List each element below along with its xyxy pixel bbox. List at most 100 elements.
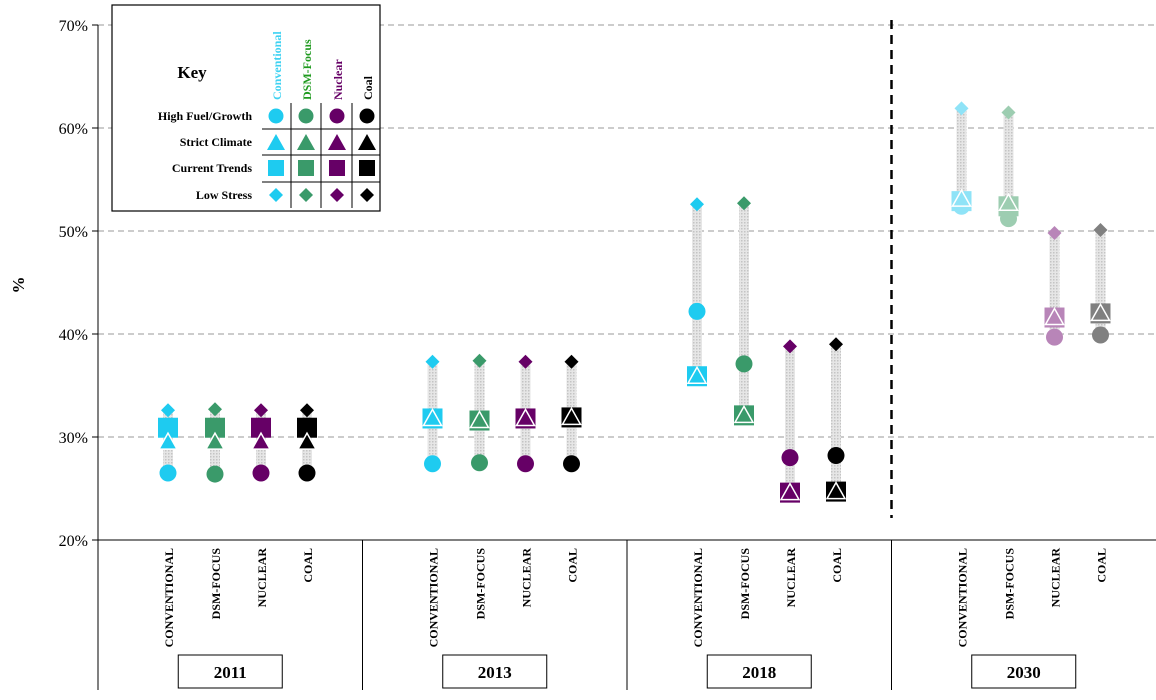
x-category-label: NUCLEAR	[784, 548, 798, 608]
diamond-marker	[161, 403, 175, 418]
circle-marker	[563, 455, 580, 473]
legend-marker	[328, 134, 346, 150]
legend-marker	[359, 160, 375, 176]
diamond-marker	[829, 337, 843, 352]
circle-marker	[159, 464, 177, 482]
y-tick-label: 50%	[59, 224, 88, 241]
y-tick-label: 30%	[59, 430, 88, 447]
circle-marker	[424, 455, 441, 473]
x-category-label: CONVENTIONAL	[162, 548, 176, 647]
triangle-marker	[250, 431, 272, 450]
x-category-label: DSM-FOCUS	[474, 548, 488, 620]
triangle-marker	[686, 365, 708, 384]
legend-column-header: Coal	[361, 75, 375, 100]
y-tick-label: 40%	[59, 327, 88, 344]
year-label: 2030	[1007, 663, 1041, 682]
triangle-marker	[1090, 302, 1111, 322]
square-marker	[205, 417, 225, 438]
triangle-marker	[951, 188, 972, 207]
legend-column-header: Nuclear	[331, 59, 345, 100]
x-category-label: DSM-FOCUS	[1003, 548, 1017, 620]
x-category-label: DSM-FOCUS	[209, 548, 223, 620]
legend-marker	[268, 108, 284, 124]
circle-marker	[688, 302, 706, 320]
legend: Key Conventional DSM-Focus Nuclear Coal High …	[111, 4, 381, 212]
triangle-marker	[515, 407, 536, 427]
triangle-marker	[998, 192, 1019, 211]
diamond-marker	[254, 403, 268, 418]
year-box	[442, 654, 548, 689]
diamond-marker	[783, 339, 797, 354]
triangle-marker	[1044, 306, 1065, 326]
range-bar	[831, 344, 841, 492]
circle-marker	[735, 355, 753, 373]
triangle-marker	[733, 404, 755, 424]
triangle-marker	[779, 482, 801, 501]
legend-marker	[299, 188, 313, 202]
triangle-marker	[422, 407, 443, 427]
legend-column-header: DSM-Focus	[300, 39, 314, 100]
legend-marker	[298, 108, 314, 124]
x-category-label: CONVENTIONAL	[956, 548, 970, 647]
circle-marker	[206, 465, 224, 483]
range-bar	[1049, 233, 1060, 338]
legend-marker	[330, 188, 344, 202]
legend-marker	[267, 134, 285, 150]
legend-marker	[329, 160, 345, 176]
square-marker	[158, 417, 178, 438]
triangle-marker	[561, 406, 582, 426]
circle-marker	[1092, 326, 1109, 344]
circle-marker	[471, 454, 488, 472]
legend-box	[111, 4, 381, 212]
diamond-marker	[1001, 105, 1016, 120]
legend-marker	[297, 134, 315, 150]
y-axis-label: %	[9, 277, 28, 294]
diamond-marker	[690, 197, 704, 212]
diamond-marker	[564, 354, 579, 369]
x-category-labels: CONVENTIONAL DSM-FOCUS NUCLEAR COAL CONVENTI…	[162, 548, 1109, 648]
data-markers	[157, 101, 1111, 503]
legend-row-label: Strict Climate	[180, 135, 253, 149]
x-category-label: COAL	[1095, 548, 1109, 583]
year-label: 2011	[214, 663, 247, 682]
diamond-marker	[300, 403, 314, 418]
range-bar	[739, 203, 749, 416]
x-category-label: NUCLEAR	[255, 548, 269, 608]
y-tick-label: 60%	[59, 121, 88, 138]
diamond-marker	[954, 101, 969, 116]
range-bar	[1003, 112, 1014, 219]
year-box	[177, 654, 283, 689]
triangle-marker	[204, 431, 226, 450]
y-tick-label: 20%	[59, 533, 88, 550]
circle-marker	[781, 449, 799, 467]
x-category-label: DSM-FOCUS	[738, 548, 752, 620]
legend-marker	[329, 108, 345, 124]
legend-row-label: High Fuel/Growth	[158, 109, 252, 123]
circle-marker	[827, 447, 845, 465]
triangle-marker	[469, 409, 490, 429]
year-box	[706, 654, 812, 689]
diamond-marker	[472, 353, 487, 368]
y-tick-label: 70%	[59, 18, 88, 35]
circle-marker	[298, 464, 316, 482]
year-box	[971, 654, 1077, 689]
axes	[92, 24, 1156, 690]
circle-marker	[517, 455, 534, 473]
legend-marker	[298, 160, 314, 176]
range-bar	[956, 108, 967, 207]
legend-row-label: Current Trends	[172, 161, 252, 175]
diamond-marker	[1093, 222, 1108, 237]
range-bar	[785, 346, 795, 493]
legend-column-header: Conventional	[270, 31, 284, 100]
year-labels: 2011 2013 2018 2030	[177, 654, 1077, 689]
diamond-marker	[518, 354, 533, 369]
legend-marker	[360, 188, 374, 202]
triangle-marker	[296, 431, 318, 450]
legend-row-label: Low Stress	[196, 188, 252, 202]
circle-marker	[1046, 328, 1063, 346]
legend-title: Key	[177, 63, 207, 82]
square-marker	[251, 417, 271, 438]
gridlines	[98, 24, 1156, 438]
y-tick-labels: 20% 30% 40% 50% 60% 70%	[59, 18, 88, 550]
